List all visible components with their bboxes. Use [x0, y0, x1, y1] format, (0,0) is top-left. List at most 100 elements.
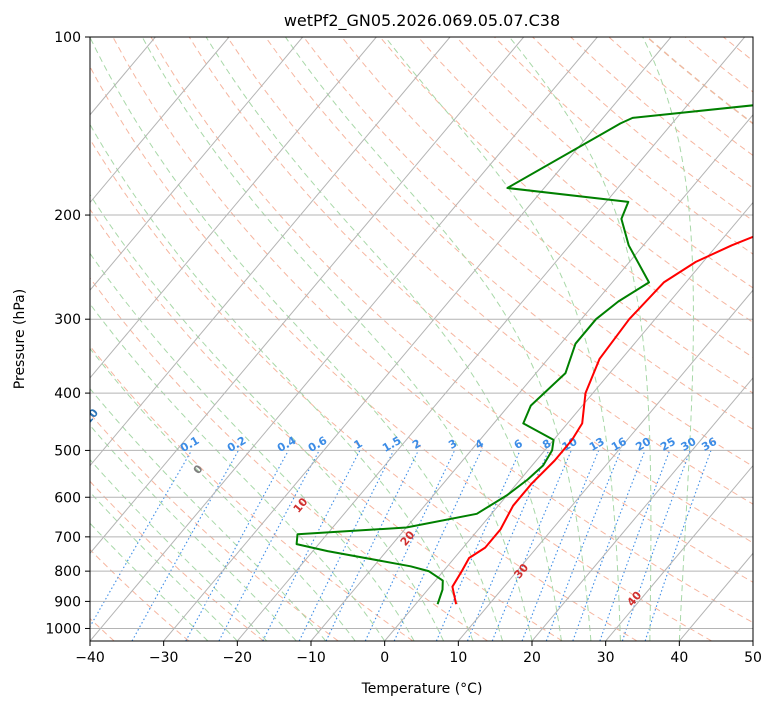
isotherm-line [310, 114, 753, 641]
dry-adiabat [112, 37, 753, 624]
dry-adiabat [608, 37, 753, 157]
moist-adiabat [90, 252, 415, 641]
dry-adiabat [150, 37, 753, 583]
isotherm-line [90, 37, 451, 467]
x-tick-label: 10 [449, 650, 467, 666]
isotherm-line [90, 37, 598, 641]
moist-adiabat [141, 37, 533, 641]
x-tick-label: −40 [75, 650, 105, 666]
mixing-ratio-line [599, 450, 671, 641]
x-axis-label: Temperature (°C) [361, 681, 483, 697]
x-tick-label: 40 [670, 650, 688, 666]
x-tick-label: 50 [744, 650, 762, 666]
mixing-ratio-label: 25 [658, 435, 678, 454]
mixing-ratio-line [131, 450, 239, 641]
temperature-profile-line [451, 235, 753, 605]
mixing-ratio-label: 2 [410, 437, 423, 452]
dry-adiabat-label: 0 [191, 462, 206, 476]
isotherm-line [236, 37, 746, 641]
y-tick-label: 800 [54, 564, 81, 580]
moist-adiabat [90, 303, 386, 641]
dry-adiabat-label: 40 [625, 589, 645, 609]
dry-adiabat-label: 30 [511, 561, 531, 581]
mixing-ratio-label: 1.5 [380, 434, 403, 455]
dry-adiabat [341, 37, 753, 394]
dry-adiabat [90, 208, 563, 641]
profiles [295, 104, 753, 605]
isotherm-line [457, 289, 753, 641]
moist-adiabat [90, 347, 356, 641]
dry-adiabat [90, 548, 190, 641]
dry-adiabat [684, 37, 753, 93]
isotherm-line [90, 37, 525, 555]
isotherm-line [0, 37, 8, 641]
x-tick-label: 20 [523, 650, 541, 666]
mixing-ratio-label: 0.4 [275, 434, 299, 455]
y-tick-label: 1000 [45, 621, 81, 637]
y-tick-label: 200 [54, 208, 81, 224]
mixing-ratio-line [185, 450, 289, 641]
moist-adiabat [90, 37, 503, 641]
dry-adiabat [379, 37, 753, 358]
y-axis-ticks: 100 200 300 400 500 600 700 800 900 1000 [45, 30, 90, 637]
dry-adiabat [90, 138, 638, 641]
y-axis-label: Pressure (hPa) [12, 289, 28, 389]
x-axis-ticks: −40 −30 −20 −10 0 10 20 30 40 50 [75, 641, 762, 666]
dry-adiabat [532, 37, 753, 222]
mixing-ratio-label: 16 [609, 435, 629, 454]
isotherm-line [752, 640, 753, 641]
x-tick-label: 0 [380, 650, 389, 666]
dry-adiabat [417, 37, 753, 323]
dry-adiabat [90, 345, 414, 641]
x-tick-label: −30 [149, 650, 179, 666]
y-tick-label: 600 [54, 490, 81, 506]
x-tick-label: 30 [597, 650, 615, 666]
dry-adiabat [723, 37, 753, 62]
dry-adiabat [90, 65, 712, 641]
mixing-ratio-label: 0.1 [178, 434, 201, 455]
moist-adiabat [90, 387, 327, 641]
mixing-ratio-label: 13 [587, 435, 607, 454]
moist-adiabat [205, 37, 562, 641]
moist-adiabat [90, 522, 209, 641]
x-tick-label: −10 [296, 650, 326, 666]
plot-frame [89, 36, 754, 642]
isotherm-line [163, 37, 672, 641]
dry-adiabat [226, 37, 753, 505]
dry-adiabat [570, 37, 753, 189]
mixing-ratio-line [393, 450, 482, 641]
mixing-ratio-label: 6 [512, 437, 525, 452]
y-tick-label: 100 [54, 30, 81, 46]
y-tick-label: 700 [54, 530, 81, 546]
dewpoint-profile-line [295, 104, 753, 605]
isotherm-line [384, 201, 753, 641]
moist-adiabat [90, 123, 474, 641]
dry-adiabat-label: -10 [78, 406, 101, 430]
isotherm-line [531, 377, 753, 641]
chart-title: wetPf2_GN05.2026.069.05.07.C38 [284, 11, 560, 31]
mixing-ratio-label: 0.6 [306, 434, 330, 455]
x-tick-label: −20 [223, 650, 253, 666]
isotherm-line [90, 37, 304, 291]
mixing-ratio-line [621, 450, 691, 641]
isotherm-line [90, 37, 230, 204]
dry-adiabat [762, 37, 775, 641]
dry-adiabat [90, 480, 264, 641]
mixing-ratio-line [466, 450, 550, 641]
mixing-ratio-line [521, 450, 600, 641]
isotherm-line [605, 464, 753, 641]
background-lines [90, 37, 775, 641]
y-tick-label: 400 [54, 386, 81, 402]
dry-adiabat [646, 37, 753, 125]
grid-lines [0, 37, 753, 641]
y-tick-label: 900 [54, 594, 81, 610]
mixing-ratio-label: 4 [473, 437, 486, 452]
moist-adiabat [642, 37, 695, 641]
dry-adiabat-label: 20 [398, 528, 418, 548]
dry-adiabat [494, 37, 753, 255]
mixing-ratio-label: 1 [352, 437, 365, 452]
mixing-ratio-line [435, 450, 521, 641]
mixing-ratio-label: 3 [446, 437, 459, 452]
dry-adiabat [90, 412, 339, 641]
